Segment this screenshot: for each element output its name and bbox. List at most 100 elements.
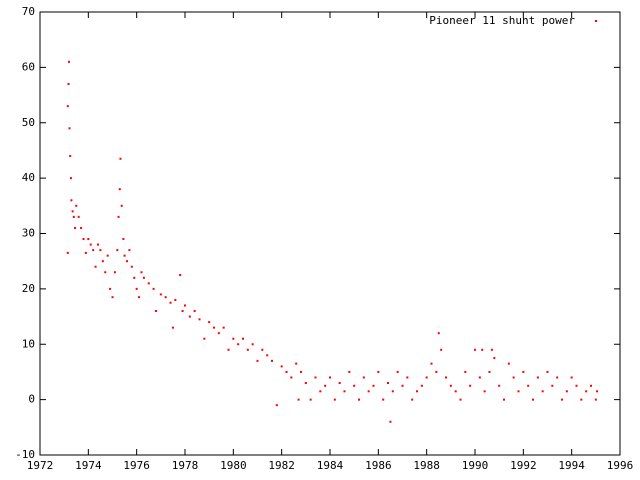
point <box>89 243 92 246</box>
point <box>503 398 505 401</box>
point <box>396 370 399 373</box>
point <box>275 404 278 407</box>
x-tick-label: 1996 <box>607 459 634 472</box>
point <box>295 362 298 365</box>
point <box>329 376 331 379</box>
point <box>130 265 133 268</box>
point <box>242 337 244 340</box>
x-tick-label: 1984 <box>317 459 344 472</box>
plot-frame <box>39 11 621 456</box>
point <box>430 362 433 365</box>
point <box>382 398 385 401</box>
point <box>68 60 70 63</box>
point <box>488 370 491 373</box>
point <box>184 304 186 307</box>
point <box>99 249 102 252</box>
point <box>454 390 457 393</box>
point <box>71 210 74 213</box>
x-tick-label: 1988 <box>413 459 440 472</box>
point <box>416 390 418 393</box>
point <box>297 398 300 401</box>
point <box>522 370 525 373</box>
point <box>498 384 501 387</box>
point <box>135 287 138 290</box>
point <box>133 276 136 279</box>
point <box>309 398 312 401</box>
x-tick-label: 1980 <box>220 459 247 472</box>
point <box>536 376 539 379</box>
point <box>169 301 172 304</box>
point <box>348 370 351 373</box>
point <box>507 362 510 365</box>
point <box>68 127 71 130</box>
point <box>155 310 157 313</box>
point <box>565 390 568 393</box>
point <box>478 376 481 379</box>
point <box>304 382 307 385</box>
point <box>594 398 597 401</box>
point <box>596 390 599 393</box>
point <box>75 204 78 207</box>
point <box>532 398 534 401</box>
point <box>82 238 85 241</box>
point <box>118 188 121 191</box>
point <box>575 384 578 387</box>
point <box>391 390 394 393</box>
point <box>280 365 283 368</box>
point <box>338 382 341 385</box>
point <box>527 384 530 387</box>
point <box>570 376 573 379</box>
point <box>435 370 438 373</box>
point <box>138 296 141 299</box>
point <box>333 398 336 401</box>
point <box>512 376 515 379</box>
point <box>401 384 404 387</box>
point <box>324 384 327 387</box>
point <box>188 315 191 318</box>
point <box>159 293 162 296</box>
legend-label: Pioneer 11 shunt power <box>429 14 575 27</box>
point <box>517 390 520 393</box>
point <box>222 326 225 329</box>
point <box>362 376 365 379</box>
x-tick-label: 1974 <box>75 459 102 472</box>
point <box>198 318 201 321</box>
point <box>69 154 72 157</box>
point <box>123 254 126 257</box>
point <box>358 398 360 401</box>
point <box>353 384 356 387</box>
point <box>203 337 206 340</box>
point <box>440 348 443 351</box>
point <box>237 343 240 346</box>
point <box>128 249 131 252</box>
y-tick-label: 30 <box>22 227 35 240</box>
point <box>232 337 235 340</box>
point <box>164 296 167 299</box>
point <box>590 384 592 387</box>
point <box>92 249 95 252</box>
x-tick-label: 1982 <box>268 459 295 472</box>
point <box>377 370 380 373</box>
point <box>217 332 220 335</box>
point <box>464 370 467 373</box>
point <box>483 390 486 393</box>
point <box>80 226 83 229</box>
point <box>66 105 69 108</box>
point <box>585 390 588 393</box>
point <box>126 260 128 263</box>
point <box>140 271 143 274</box>
y-tick-label: 50 <box>22 116 35 129</box>
point <box>445 376 447 379</box>
point <box>372 384 375 387</box>
point <box>122 238 125 241</box>
point <box>147 282 150 285</box>
point <box>406 376 409 379</box>
point <box>104 271 107 274</box>
point <box>474 348 476 351</box>
point <box>290 376 293 379</box>
point <box>152 287 155 290</box>
point <box>420 384 423 387</box>
point <box>74 226 77 229</box>
point <box>319 390 322 393</box>
